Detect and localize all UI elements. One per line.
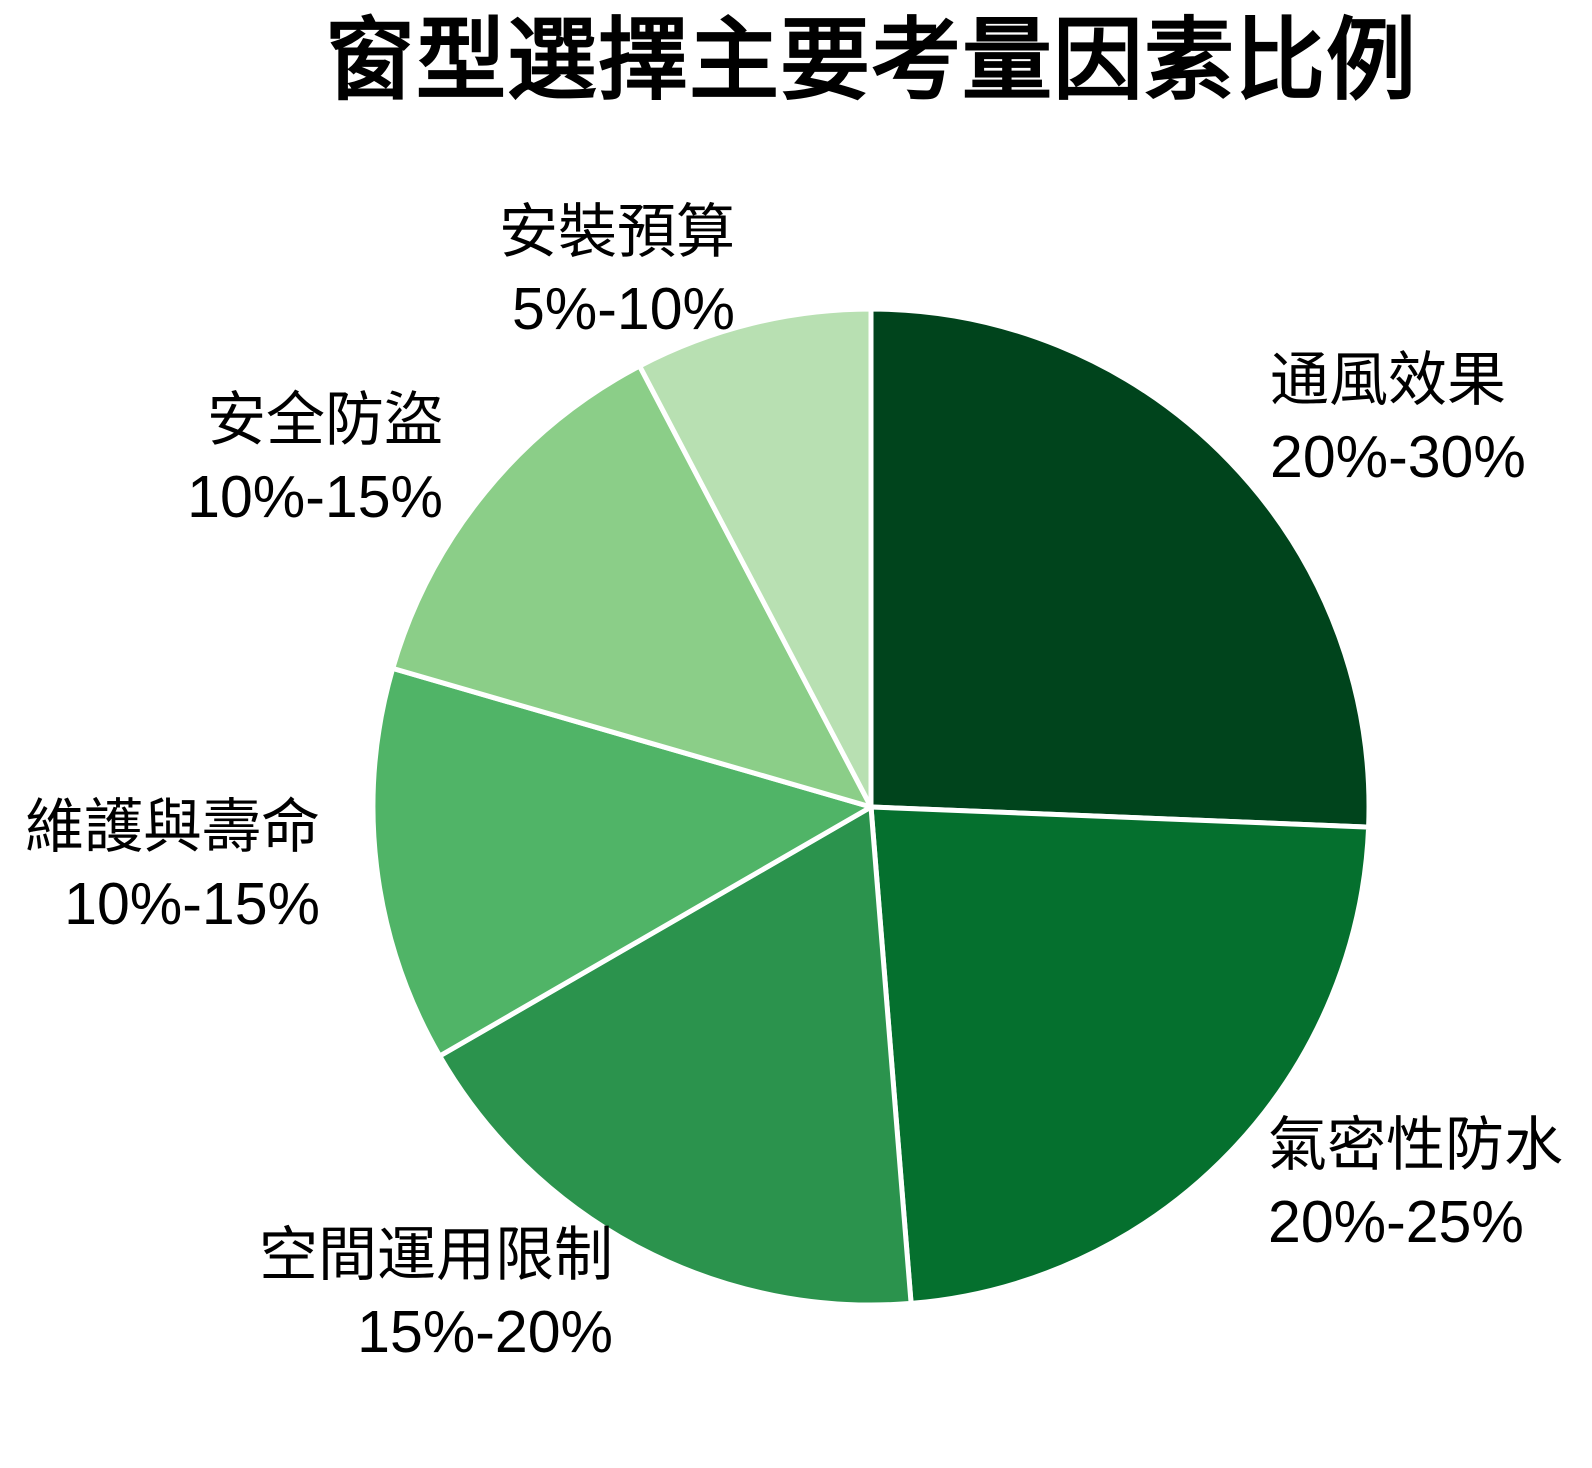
- slice-label-maintenance-lifespan: 維護與壽命 10%-15%: [25, 789, 320, 943]
- slice-label-space-constraint: 空間運用限制 15%-20%: [259, 1217, 613, 1371]
- pie-slice-0: [868, 306, 1372, 830]
- slice-label-range: 5%-10%: [511, 276, 735, 342]
- chart-title: 窗型選擇主要考量因素比例: [325, 11, 1417, 111]
- pie-slice-2: [437, 804, 914, 1308]
- slice-label-name: 安全防盜: [206, 387, 443, 453]
- pie-slice-4: [390, 363, 874, 810]
- slice-label-range: 10%-15%: [187, 464, 443, 530]
- slice-label-security-antitheft: 安全防盜 10%-15%: [187, 382, 443, 536]
- slice-label-range: 20%-30%: [1270, 424, 1526, 490]
- pie-slice-1: [868, 804, 1372, 1306]
- slice-label-range: 15%-20%: [357, 1299, 613, 1365]
- slice-label-installation-budget: 安裝預算 5%-10%: [499, 194, 735, 348]
- slice-label-name: 空間運用限制: [258, 1222, 613, 1288]
- slice-label-airtight-waterproof: 氣密性防水 20%-25%: [1268, 1107, 1563, 1261]
- slice-label-name: 氣密性防水: [1268, 1112, 1564, 1178]
- pie-slice-3: [370, 665, 874, 1059]
- slice-label-name: 通風效果: [1270, 347, 1507, 413]
- slice-label-name: 安裝預算: [498, 199, 735, 265]
- slice-label-range: 20%-25%: [1268, 1189, 1524, 1255]
- slice-label-ventilation: 通風效果 20%-30%: [1270, 342, 1526, 496]
- slice-label-name: 維護與壽命: [24, 794, 320, 860]
- slice-label-range: 10%-15%: [64, 871, 320, 937]
- pie-slice-5: [637, 306, 874, 810]
